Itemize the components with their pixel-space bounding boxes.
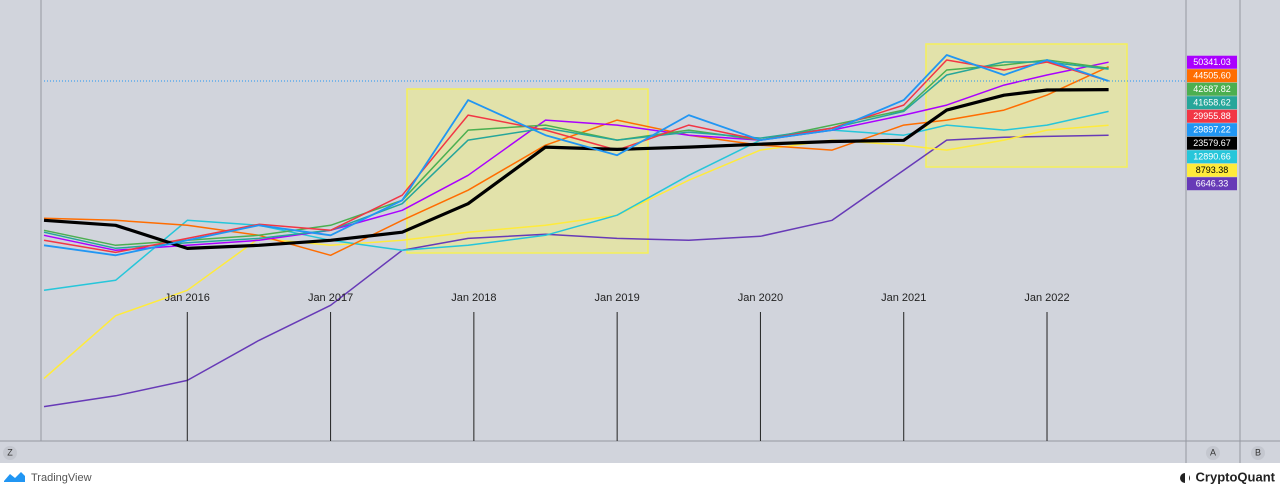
price-label: 12890.66 xyxy=(1193,152,1231,162)
price-label-box xyxy=(1187,82,1237,96)
price-label-box xyxy=(1187,136,1237,150)
axis-button[interactable] xyxy=(3,446,17,460)
series-line xyxy=(43,134,1109,408)
chart-background xyxy=(0,0,1280,463)
price-label: 42687.82 xyxy=(1193,84,1231,94)
price-label: 23579.67 xyxy=(1193,138,1231,148)
cryptoquant-logo-cut xyxy=(1185,473,1189,483)
date-label: Jan 2020 xyxy=(738,292,783,304)
series-line xyxy=(43,54,1109,257)
date-label: Jan 2016 xyxy=(165,292,210,304)
price-label-box xyxy=(1187,96,1237,110)
price-label-box xyxy=(1187,69,1237,83)
date-label: Jan 2017 xyxy=(308,292,353,304)
lines xyxy=(43,54,1186,408)
price-labels: 50341.03 44505.60 42687.82 41658.62 29955.88… xyxy=(1187,55,1237,191)
price-label: 8793.38 xyxy=(1196,165,1229,175)
series-line xyxy=(43,110,1109,292)
axis-button[interactable] xyxy=(1251,446,1265,460)
axis-button-label[interactable]: B xyxy=(1255,447,1261,457)
tradingview-logo xyxy=(4,472,25,482)
highlight-box xyxy=(406,88,649,254)
axis-button-label[interactable]: A xyxy=(1210,447,1216,457)
price-label-box xyxy=(1187,163,1237,177)
series-line xyxy=(43,61,1109,250)
footer-left: TradingView xyxy=(31,472,92,484)
date-label: Jan 2018 xyxy=(451,292,496,304)
axis-button-label[interactable]: Z xyxy=(7,447,13,457)
price-label-box xyxy=(1187,55,1237,69)
date-label: Jan 2019 xyxy=(595,292,640,304)
series-line xyxy=(43,61,1109,252)
price-label-box xyxy=(1187,177,1237,191)
price-label: 44505.60 xyxy=(1193,71,1231,81)
footer-right: CryptoQuant xyxy=(1196,469,1276,484)
price-label: 29897.22 xyxy=(1193,125,1231,135)
price-label: 41658.62 xyxy=(1193,98,1231,108)
price-label: 50341.03 xyxy=(1193,57,1231,67)
price-label-box xyxy=(1187,109,1237,123)
price-label-box xyxy=(1187,123,1237,137)
price-label-box xyxy=(1187,150,1237,164)
series-line xyxy=(43,66,1109,257)
series-line xyxy=(43,88,1109,250)
annotations: Jan 2016 Jan 2017 Jan 2018 Jan 2019 Jan 2020… xyxy=(165,292,1070,441)
highlight-box xyxy=(925,43,1128,168)
date-label: Jan 2021 xyxy=(881,292,926,304)
axis-button[interactable] xyxy=(1206,446,1220,460)
date-label: Jan 2022 xyxy=(1024,292,1069,304)
price-label: 29955.88 xyxy=(1193,111,1231,121)
price-label: 6646.33 xyxy=(1196,179,1229,189)
